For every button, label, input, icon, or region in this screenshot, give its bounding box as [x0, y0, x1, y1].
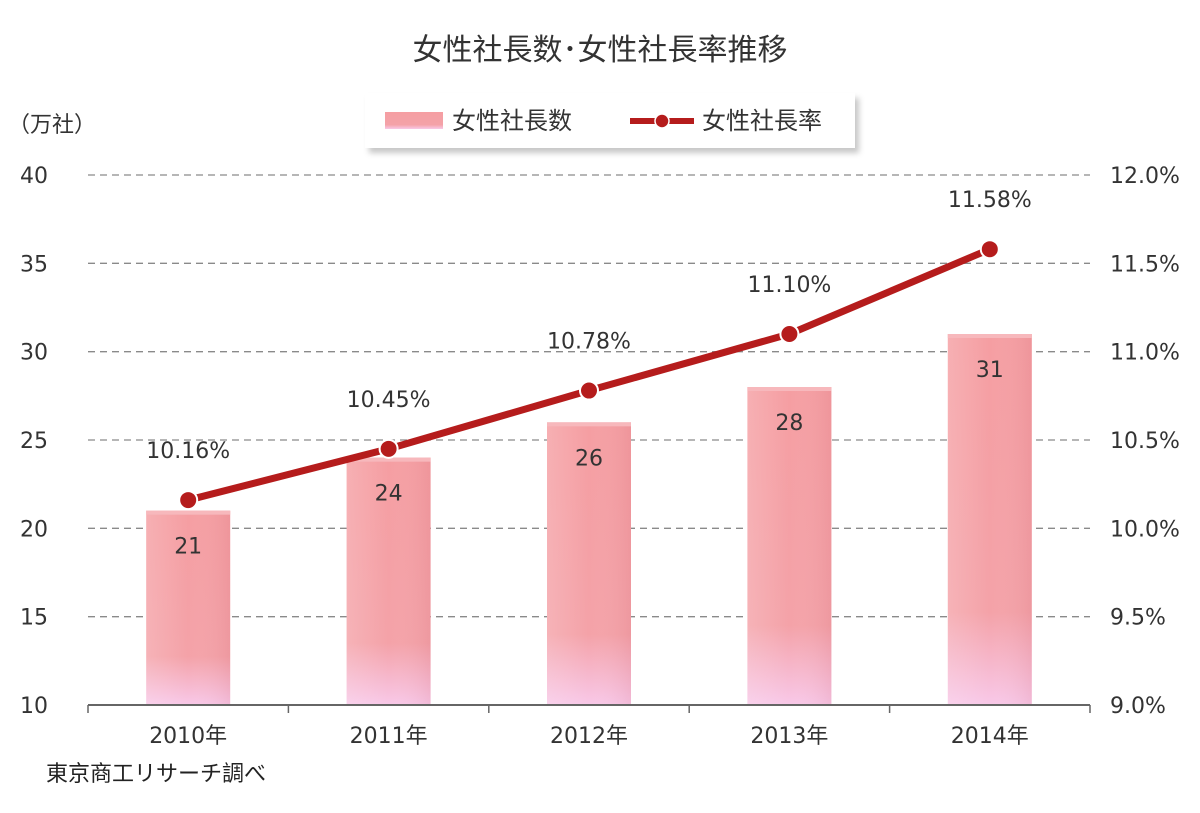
bar-top-edge — [947, 334, 1032, 338]
x-tick-label: 2011年 — [350, 724, 428, 749]
source-note: 東京商工リサーチ調べ — [46, 762, 266, 787]
bar-shade — [547, 422, 631, 705]
bar-top-edge — [547, 422, 631, 427]
bars: 21 24 26 28 31 — [146, 334, 1032, 705]
bar-top-edge — [346, 457, 431, 462]
rate-value-label: 10.45% — [347, 388, 431, 413]
x-tick-label: 2013年 — [750, 724, 828, 749]
legend-label-bar: 女性社長数 — [452, 107, 572, 135]
bar-shade — [346, 457, 431, 705]
rate-value-label: 11.10% — [747, 273, 831, 298]
y-axis-unit-label: （万社） — [8, 113, 96, 138]
bar-value-label: 28 — [775, 411, 803, 436]
y-tick-label: 15 — [20, 606, 48, 631]
bar-value-label: 24 — [375, 482, 403, 507]
bar-shade — [146, 510, 231, 705]
x-axis: 2010年 2011年 2012年 2013年 2014年 — [87, 704, 1091, 749]
legend-box — [365, 93, 855, 148]
legend-label-line: 女性社長率 — [702, 107, 822, 135]
y-tick-label: 25 — [20, 429, 48, 454]
x-tick-label: 2014年 — [951, 724, 1029, 749]
y-tick-label: 20 — [20, 517, 48, 542]
y-tick-label: 30 — [20, 341, 48, 366]
rate-point — [378, 438, 399, 459]
y-tick-label: 10 — [20, 694, 48, 719]
rate-point — [178, 490, 199, 511]
legend-swatch-bar — [385, 112, 443, 129]
y2-tick-label: 12.0% — [1110, 164, 1180, 189]
gridlines — [88, 174, 1090, 618]
rate-value-label: 10.16% — [146, 439, 230, 464]
y2-tick-label: 11.0% — [1110, 341, 1180, 366]
rate-value-label: 11.58% — [948, 188, 1032, 213]
chart-title: 女性社長数･女性社長率推移 — [413, 33, 788, 68]
rate-point — [979, 239, 1000, 260]
y2-tick-label: 10.0% — [1110, 517, 1180, 542]
bar-value-label: 31 — [976, 358, 1004, 383]
y-axis-right: 9.0% 9.5% 10.0% 10.5% 11.0% 11.5% 12.0% — [1110, 164, 1180, 719]
rate-value-label: 10.78% — [547, 330, 631, 355]
x-tick-label: 2010年 — [149, 724, 227, 749]
rate-point — [779, 324, 800, 344]
y2-tick-label: 9.5% — [1110, 606, 1166, 631]
rate-line: 10.16% 10.45% 10.78% 11.10% 11.58% — [146, 188, 1032, 511]
y2-tick-label: 11.5% — [1110, 252, 1180, 277]
x-tick-label: 2012年 — [550, 724, 628, 749]
y-tick-label: 35 — [20, 252, 48, 277]
bar-value-label: 21 — [174, 535, 202, 560]
bar-value-label: 26 — [575, 446, 603, 471]
bar-top-edge — [146, 510, 231, 515]
bar-shade — [747, 387, 832, 705]
bar-top-edge — [747, 387, 832, 391]
legend-swatch-marker — [654, 113, 670, 129]
y-axis-left: 10 15 20 25 30 35 40 — [20, 164, 48, 719]
bar-shade — [947, 334, 1032, 705]
y2-tick-label: 9.0% — [1110, 694, 1166, 719]
y-tick-label: 40 — [20, 164, 48, 189]
legend: 女性社長数 女性社長率 — [365, 93, 855, 148]
y2-tick-label: 10.5% — [1110, 429, 1180, 454]
rate-point — [579, 380, 599, 401]
